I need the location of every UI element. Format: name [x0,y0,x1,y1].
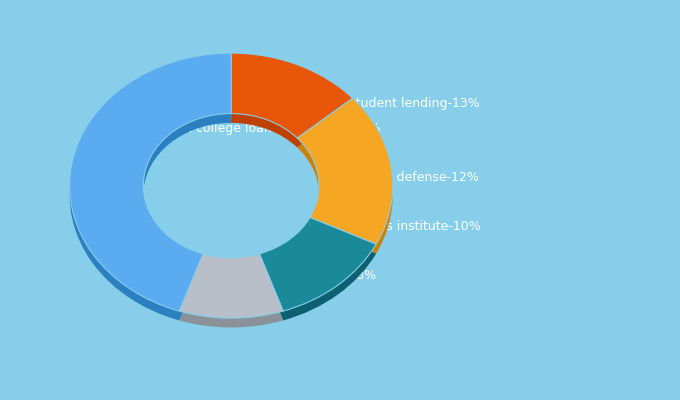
Text: borrowers defense-12%: borrowers defense-12% [330,171,478,184]
Wedge shape [180,263,283,328]
Text: project on predatory student lending-13%: project on predatory student lending-13% [217,97,480,110]
Text: brooks institute-10%: brooks institute-10% [352,220,481,233]
Text: everest college loan forgiveness-18%: everest college loan forgiveness-18% [145,122,380,134]
Wedge shape [297,108,393,254]
Wedge shape [180,254,283,318]
Wedge shape [69,62,231,320]
Wedge shape [231,62,353,148]
Wedge shape [231,53,353,138]
Wedge shape [69,53,231,311]
Text: itt tech class action lawsuit-43%: itt tech class action lawsuit-43% [173,270,376,282]
Wedge shape [260,218,376,311]
Wedge shape [260,227,376,320]
Wedge shape [297,98,393,244]
